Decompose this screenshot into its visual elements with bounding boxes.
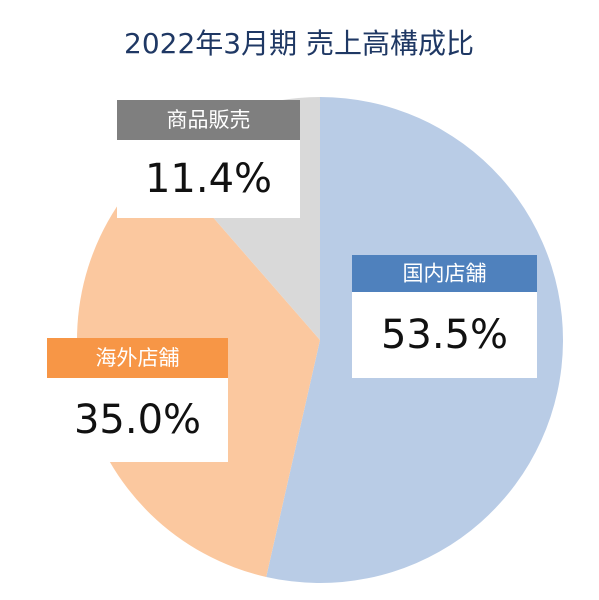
category-label: 国内店舗 <box>403 262 487 286</box>
label-box <box>117 140 300 218</box>
label-box <box>352 292 537 378</box>
value-label: 53.5% <box>381 312 508 358</box>
category-label: 海外店舗 <box>96 346 180 370</box>
label-header <box>352 255 537 292</box>
label-box <box>47 378 228 462</box>
label-header <box>47 338 228 378</box>
value-label: 35.0% <box>74 397 201 443</box>
value-label: 11.4% <box>145 156 272 202</box>
category-label: 商品販売 <box>167 108 251 132</box>
chart-title: 2022年3月期 売上高構成比 <box>124 27 474 60</box>
label-header <box>117 100 300 140</box>
